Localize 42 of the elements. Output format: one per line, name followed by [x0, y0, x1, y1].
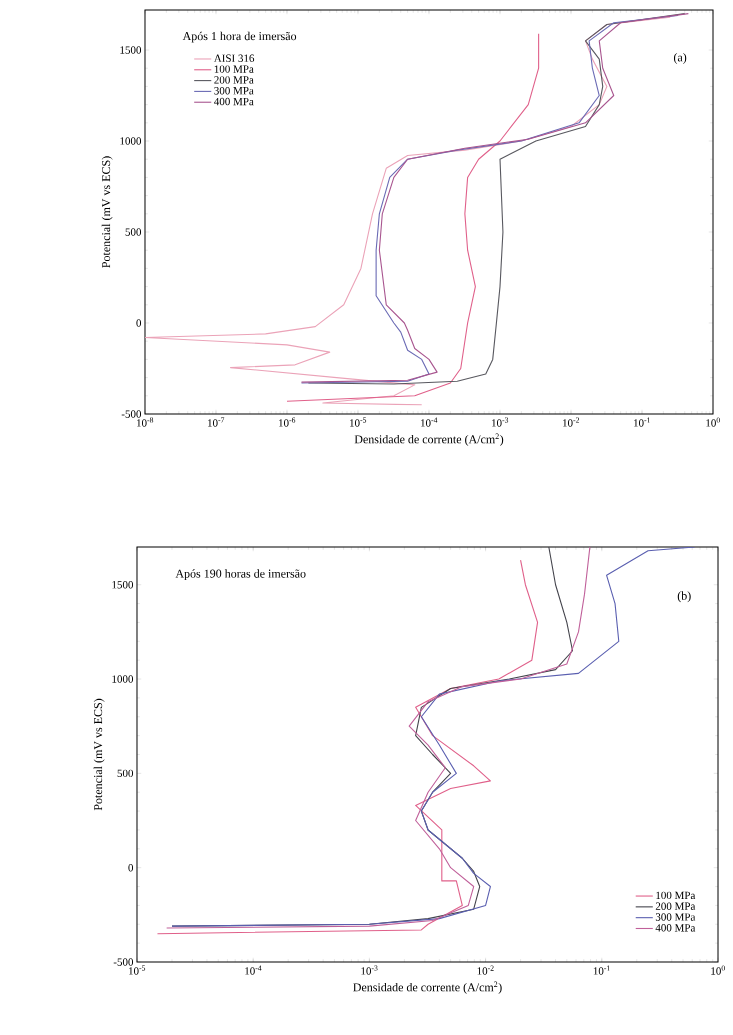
x-tick-label: 10$^{-1}$ [634, 417, 650, 427]
legend-label: 100 MPa [656, 891, 696, 900]
legend-label: AISI 316 [213, 54, 255, 62]
y-axis-title: Potencial (mV vs ECS) [93, 698, 105, 811]
y-axis-title: Potencial (mV vs ECS) [101, 156, 113, 268]
x-axis-title: Densidade de corrente (A/cm$^{2}$) [353, 981, 502, 994]
x-axis-title: Densidade de corrente (A/cm$^{2}$) [354, 433, 504, 446]
x-tick-label: 10$^{-2}$ [477, 965, 494, 975]
y-tick-label: 1000 [120, 137, 142, 145]
x-tick-label: 10$^{-4}$ [245, 965, 262, 975]
x-tick-label: 10$^{0}$ [711, 965, 725, 975]
x-tick-label: 10$^{-7}$ [208, 417, 225, 427]
x-tick-label: 10$^{-3}$ [361, 965, 378, 975]
x-tick-label: 10$^{-2}$ [563, 417, 580, 427]
y-tick-label: 500 [125, 228, 142, 236]
x-tick-label: 10$^{-4}$ [421, 417, 438, 427]
legend-label: 400 MPa [214, 97, 254, 106]
y-tick-label: 1500 [120, 46, 142, 54]
annotation: Após 1 hora de imersão [182, 31, 297, 43]
y-tick-label: 500 [117, 769, 134, 778]
x-tick-label: 10$^{-6}$ [279, 417, 296, 427]
y-tick-label: 0 [128, 863, 134, 872]
y-tick-label: -500 [113, 958, 134, 966]
annotation: (a) [673, 53, 687, 64]
y-tick-label: 1500 [112, 581, 134, 589]
annotation: Após 190 horas de imersão [175, 569, 306, 581]
legend-label: 300 MPa [214, 87, 254, 95]
x-tick-label: 10$^{-3}$ [492, 417, 509, 427]
legend-label: 100 MPa [214, 65, 254, 73]
x-tick-label: 10$^{0}$ [706, 417, 720, 427]
y-tick-label: -500 [121, 410, 142, 418]
annotation: (b) [677, 591, 691, 603]
legend-label: 300 MPa [655, 913, 696, 921]
x-tick-label: 10$^{-1}$ [593, 965, 610, 975]
y-tick-label: 0 [136, 319, 142, 327]
legend-label: 200 MPa [214, 76, 254, 84]
legend-label: 400 MPa [655, 924, 696, 932]
x-tick-label: 10$^{-8}$ [137, 417, 154, 427]
x-tick-label: 10$^{-5}$ [129, 965, 146, 975]
y-tick-label: 1000 [112, 675, 134, 683]
x-tick-label: 10$^{-5}$ [350, 417, 367, 427]
legend-label: 200 MPa [655, 902, 696, 910]
